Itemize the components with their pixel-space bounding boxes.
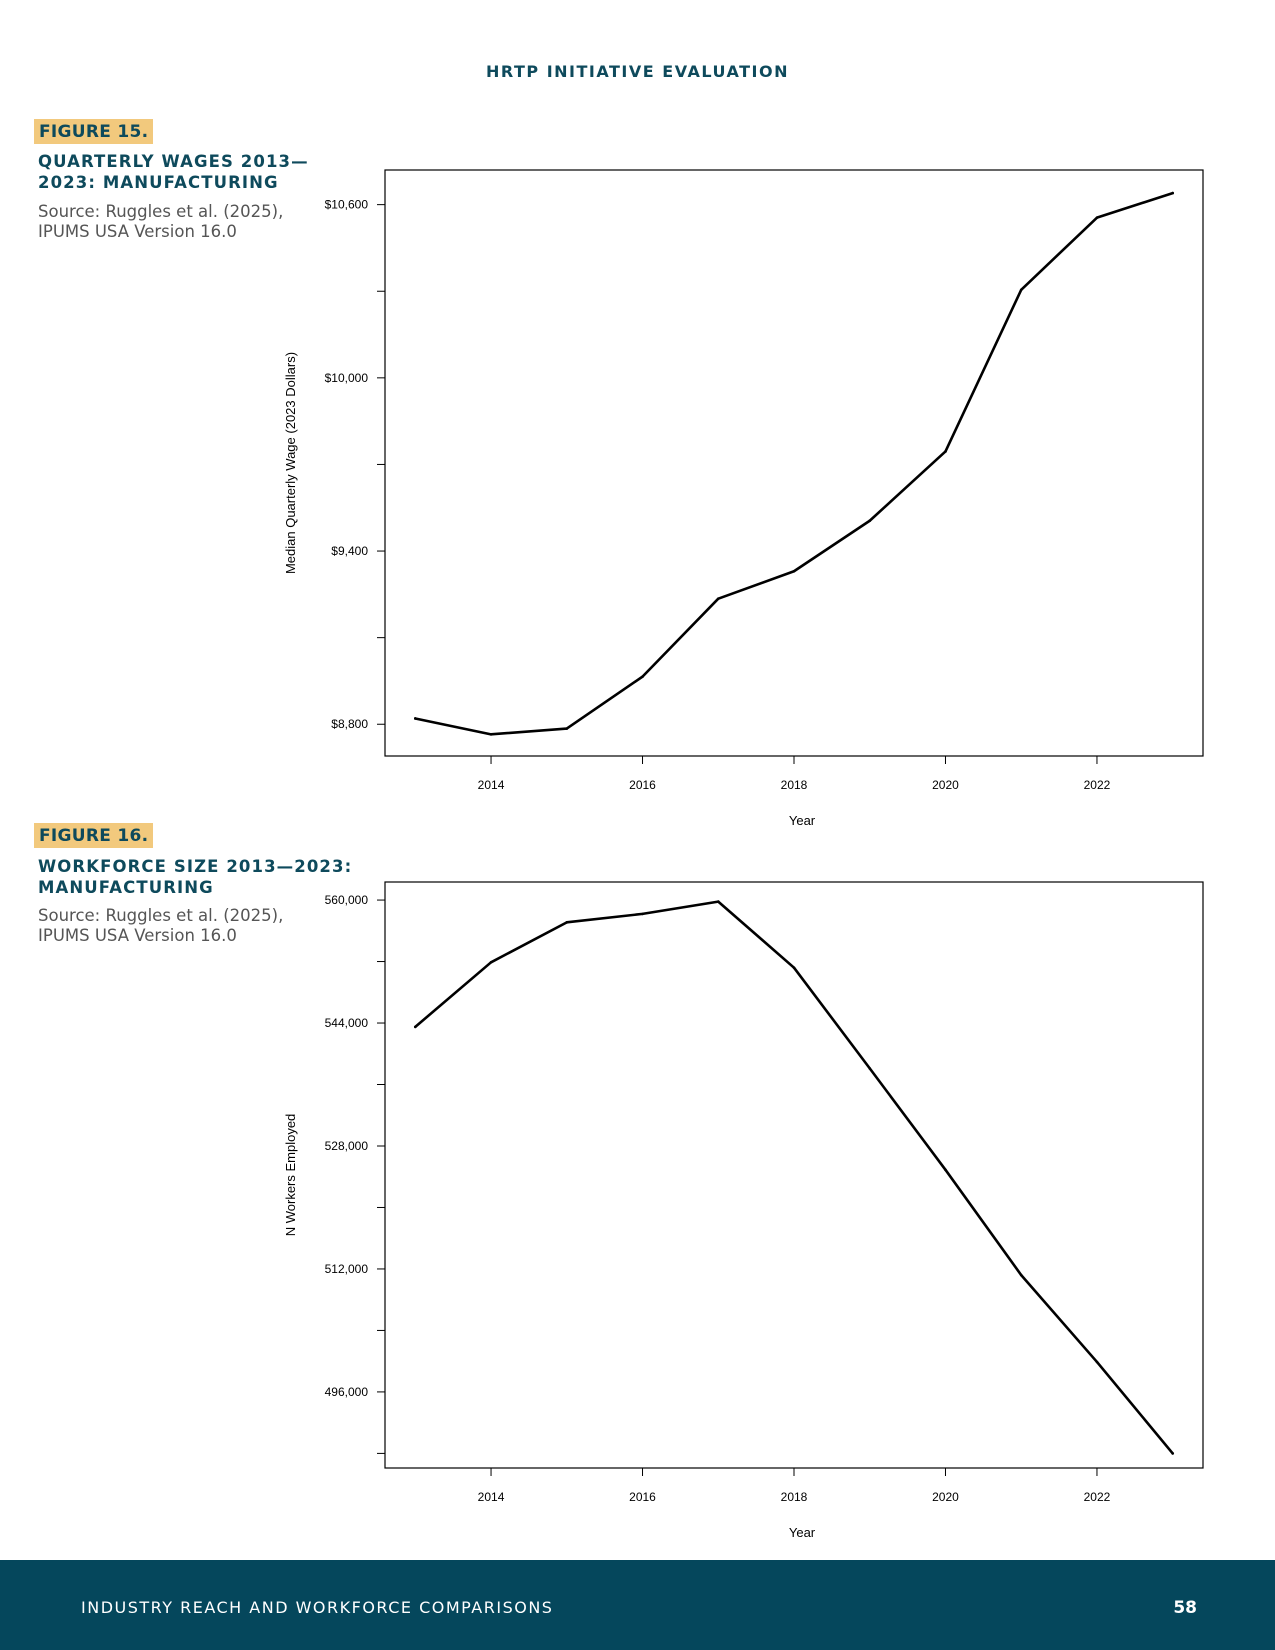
data-point [641,675,644,678]
data-point [489,733,493,736]
series-line [413,900,1175,1455]
figure-16-source: Source: Ruggles et al. (2025), IPUMS USA… [38,906,284,945]
figure-15-tag: FIGURE 15. [34,119,154,144]
data-point [641,912,644,916]
figure-16-title: WORKFORCE SIZE 2013—2023: MANUFACTURING [38,857,353,897]
plot-frame [384,881,1204,1469]
data-point [565,727,569,730]
data-point [1095,1360,1099,1364]
y-tick-label: $10,600 [325,198,369,212]
footer-section-title: INDUSTRY REACH AND WORKFORCE COMPARISONS [81,1598,554,1617]
x-tick-label: 2020 [932,1490,959,1504]
y-tick-label: 560,000 [325,893,369,907]
y-axis-label: N Workers Employed [283,1114,298,1237]
data-point [792,569,796,573]
figure-15-title: QUARTERLY WAGES 2013—2023: MANUFACTURING [38,152,309,192]
data-point [1019,1273,1023,1277]
series-line [413,191,1175,736]
data-point [1171,191,1175,195]
data-point [565,921,569,924]
x-tick-label: 2016 [629,778,656,792]
workforce-line-chart: 496,000 512,000 528,000 544,000 560,000 2014 2… [283,881,1204,1540]
running-header: HRTP INITIATIVE EVALUATION [486,62,789,81]
x-tick-label: 2018 [781,1490,808,1504]
y-tick-label: 544,000 [325,1016,369,1030]
x-axis-label: Year [789,1525,816,1540]
data-point [413,1025,417,1029]
y-tick-label: $9,400 [331,544,368,558]
y-tick-label: $8,800 [331,717,368,731]
x-axis-label: Year [789,813,816,828]
x-tick-label: 2022 [1084,778,1111,792]
x-tick-label: 2018 [781,778,808,792]
y-axis-label: Median Quarterly Wage (2023 Dollars) [283,352,298,574]
data-point [413,717,417,720]
y-tick-label: $10,000 [325,371,369,385]
figure-16-tag: FIGURE 16. [34,823,154,848]
page-footer [0,1560,1275,1650]
plot-frame [384,169,1204,757]
data-point [1019,288,1023,292]
y-tick-label: 528,000 [325,1139,369,1153]
data-point [1171,1452,1175,1455]
wages-line-chart: $8,800 $9,400 $10,000 $10,600 2014 2016 2018 20… [283,169,1204,828]
y-tick-label: 496,000 [325,1385,369,1399]
page-number: 58 [1173,1598,1197,1618]
data-point [716,597,720,600]
data-point [944,450,947,453]
data-point [716,900,720,903]
data-point [944,1168,947,1172]
x-tick-label: 2014 [478,1490,505,1504]
x-tick-label: 2014 [478,778,505,792]
y-tick-label: 512,000 [325,1262,369,1276]
figure-15-source: Source: Ruggles et al. (2025), IPUMS USA… [38,202,284,241]
x-tick-label: 2022 [1084,1490,1111,1504]
data-point [868,519,872,523]
x-tick-label: 2020 [932,778,959,792]
data-point [1095,216,1099,219]
data-point [868,1067,872,1070]
data-point [792,966,796,969]
data-point [489,961,493,964]
x-tick-label: 2016 [629,1490,656,1504]
